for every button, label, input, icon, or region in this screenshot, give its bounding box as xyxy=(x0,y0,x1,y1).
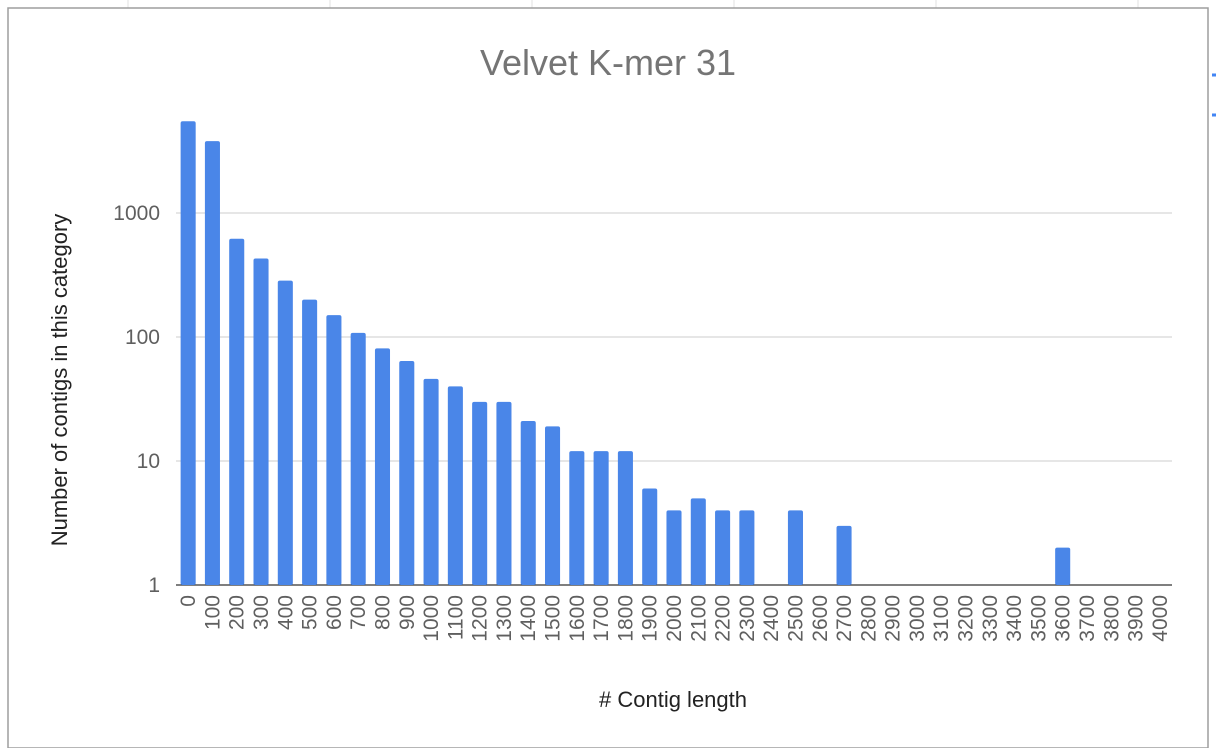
x-tick-label: 2300 xyxy=(736,595,759,642)
x-tick-label: 2400 xyxy=(760,595,783,642)
bar xyxy=(739,510,755,585)
x-tick-label: 400 xyxy=(274,595,297,630)
bar xyxy=(229,238,245,586)
x-tick-label: 1700 xyxy=(590,595,613,642)
bar xyxy=(593,451,609,585)
x-tick-label: 3200 xyxy=(955,595,978,642)
x-tick-label: 2100 xyxy=(687,595,710,642)
x-tick-labels: 0 100 200 300 400 500 600 700 800 900 1000 1100 1200… xyxy=(177,595,1172,642)
spreadsheet-grid xyxy=(127,0,1139,8)
bar xyxy=(253,258,269,585)
bar xyxy=(690,498,706,585)
bar xyxy=(350,332,366,585)
bars xyxy=(180,121,1071,586)
x-tick-label: 4000 xyxy=(1149,595,1172,642)
bar xyxy=(715,510,731,585)
bar xyxy=(617,451,633,585)
bar xyxy=(520,421,536,585)
x-tick-label: 3100 xyxy=(930,595,953,642)
x-axis-title: # Contig length xyxy=(599,687,747,712)
bar xyxy=(180,121,196,585)
x-tick-label: 800 xyxy=(371,595,394,630)
bar xyxy=(1055,547,1071,585)
bar xyxy=(569,451,585,585)
x-tick-label: 2700 xyxy=(833,595,856,642)
x-tick-label: 1000 xyxy=(420,595,443,642)
x-tick-label: 2200 xyxy=(712,595,735,642)
bar xyxy=(447,386,463,585)
x-tick-label: 3000 xyxy=(906,595,929,642)
bar xyxy=(472,401,488,585)
x-tick-label: 2900 xyxy=(882,595,905,642)
x-tick-label: 2800 xyxy=(857,595,880,642)
x-tick-label: 1500 xyxy=(542,595,565,642)
y-tick-label: 1000 xyxy=(113,202,160,225)
bar xyxy=(399,361,415,585)
x-tick-label: 0 xyxy=(177,595,200,607)
x-tick-label: 1200 xyxy=(469,595,492,642)
x-tick-label: 2500 xyxy=(784,595,807,642)
y-tick-labels: 1 10 100 1000 xyxy=(113,202,160,597)
bar xyxy=(277,280,293,585)
x-tick-label: 3900 xyxy=(1125,595,1148,642)
x-tick-label: 2000 xyxy=(663,595,686,642)
bar xyxy=(545,426,561,585)
x-tick-label: 3400 xyxy=(1003,595,1026,642)
bar xyxy=(642,488,658,585)
x-tick-label: 300 xyxy=(250,595,273,630)
bar xyxy=(374,348,391,585)
x-tick-label: 1300 xyxy=(493,595,516,642)
bar xyxy=(423,378,439,585)
x-tick-label: 100 xyxy=(201,595,224,630)
x-tick-label: 500 xyxy=(299,595,322,630)
bar xyxy=(496,401,512,585)
bar xyxy=(666,510,682,585)
x-tick-label: 2600 xyxy=(809,595,832,642)
y-tick-label: 10 xyxy=(137,450,160,473)
x-tick-label: 3800 xyxy=(1100,595,1123,642)
bar xyxy=(204,141,220,586)
x-tick-label: 700 xyxy=(347,595,370,630)
x-tick-label: 3300 xyxy=(979,595,1002,642)
x-tick-label: 900 xyxy=(396,595,419,630)
bar xyxy=(302,299,318,585)
x-tick-label: 3600 xyxy=(1052,595,1075,642)
y-tick-label: 1 xyxy=(148,574,160,597)
x-tick-label: 1900 xyxy=(639,595,662,642)
x-tick-label: 1400 xyxy=(517,595,540,642)
y-tick-label: 100 xyxy=(125,326,160,349)
x-tick-label: 1600 xyxy=(566,595,589,642)
x-tick-label: 1800 xyxy=(614,595,637,642)
x-tick-label: 3500 xyxy=(1027,595,1050,642)
x-tick-label: 3700 xyxy=(1076,595,1099,642)
x-tick-label: 600 xyxy=(323,595,346,630)
x-tick-label: 1100 xyxy=(444,595,467,640)
chart-title: Velvet K-mer 31 xyxy=(480,42,736,83)
x-tick-label: 200 xyxy=(226,595,249,630)
bar xyxy=(836,525,852,585)
y-axis-title: Number of contigs in this category xyxy=(47,214,72,547)
bar xyxy=(787,510,803,585)
bar xyxy=(326,315,342,585)
